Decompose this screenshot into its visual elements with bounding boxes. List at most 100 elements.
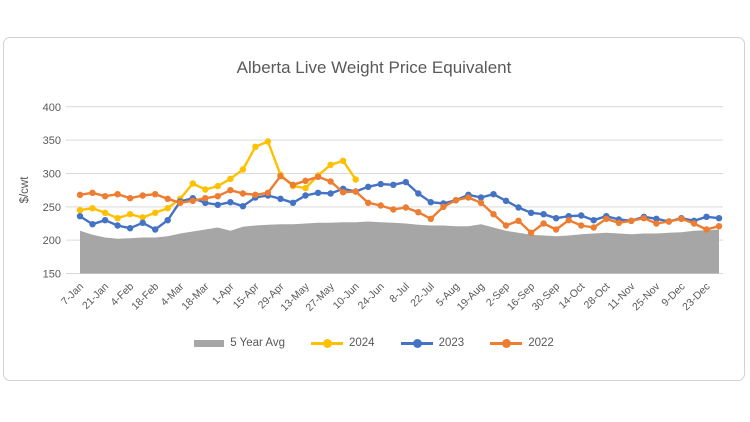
series-2022-marker [402,204,409,211]
series-2024-marker [339,157,347,164]
series-2023-marker [214,201,221,208]
x-axis-tick-label: 27-May [303,280,337,314]
y-axis-tick-label: 350 [43,135,61,147]
series-2024-marker [152,209,159,216]
series-2023-marker [402,178,409,186]
series-2023-marker [703,213,710,220]
series-2022-marker [640,215,648,222]
series-2022-swatch-icon [490,338,523,348]
series-2022-marker [703,226,710,233]
series-2022-marker [164,195,171,202]
series-2022-marker [690,220,698,227]
series-2023-marker [527,209,535,216]
series-2024-marker [89,205,96,212]
series-2022-marker [252,191,259,198]
series-2023-marker [101,217,109,224]
series-2022-marker [89,189,96,196]
series-2022-marker [715,223,723,230]
series-2022-marker [189,197,196,204]
series-2022-marker [552,226,560,233]
series-2024-marker [327,161,334,168]
x-axis-tick-label: 19-Aug [455,281,488,314]
x-axis-tick-label: 18-Mar [179,280,211,312]
series-2024-marker [164,205,171,212]
legend-label: 2024 [349,337,375,349]
series-2022-marker [427,215,434,222]
legend-label: 2023 [438,337,465,349]
series-2022-marker [126,195,134,202]
chart-container: Alberta Live Weight Price Equivalent 150… [3,37,745,381]
series-2023-marker [715,215,723,222]
series-2022-marker [314,173,322,180]
series-2022-marker [565,217,572,224]
x-axis-tick-label: 18-Feb [129,281,161,313]
series-2024-marker [214,182,221,190]
series-2023-marker [502,197,510,204]
series-2024-marker [252,143,259,150]
series-2022-marker [502,222,510,229]
series-2022-marker [440,203,447,210]
legend-label: 5 Year Avg [230,337,285,349]
x-axis-tick-label: 25-Nov [630,280,663,313]
x-axis-tick-label: 30-Sep [530,281,563,314]
series-2022-marker [665,218,673,225]
series-2024-marker [302,184,309,192]
series-2023-marker [515,204,522,211]
series-2023-marker [390,181,397,188]
series-2022-marker [615,219,622,226]
legend-item-5-year-avg: 5 Year Avg [194,337,285,349]
series-2024-marker [352,176,359,183]
x-axis-tick-label: 24-Jun [356,281,387,312]
price-line-chart: 150200250300350400$/cwt7-Jan21-Jan4-Feb1… [19,102,723,314]
y-axis-tick-label: 250 [43,202,61,214]
series-2024-marker [189,180,196,187]
legend-label: 2022 [528,337,554,349]
series-2022-marker [527,229,535,236]
series-2022-marker [678,215,685,222]
series-2022-marker [139,192,146,199]
series-2024-marker [202,186,209,193]
series-2024-marker [227,175,234,182]
y-axis-tick-label: 300 [43,168,61,180]
series-2023-marker [227,199,234,206]
series-2022-marker [390,206,397,213]
series-2022-marker [603,215,610,222]
series-2023-marker [164,217,171,224]
series-2022-marker [264,189,272,196]
series-2023-marker [365,183,372,190]
series-2023-marker [302,192,309,199]
x-axis-tick-label: 21-Jan [80,281,111,312]
series-2023-marker [427,199,434,206]
series-2023-marker [114,222,121,229]
series-2022-marker [114,191,121,198]
y-axis-tick-label: 400 [43,102,61,114]
series-2023-marker [377,180,384,188]
x-axis-tick-label: 22-Jul [408,281,437,310]
series-2023-swatch-icon [400,338,433,348]
series-2022-marker [377,202,384,209]
series-2023-marker [277,195,284,202]
series-2023-marker [314,189,322,196]
series-2022-marker [352,188,359,195]
x-axis-tick-label: 15-Apr [231,280,262,311]
series-2022-marker [452,197,460,204]
legend-item-2024: 2024 [311,337,375,349]
series-2022-marker [628,217,635,224]
series-2024-marker [101,209,109,216]
series-2022-marker [302,177,309,184]
chart-title: Alberta Live Weight Price Equivalent [236,58,512,77]
series-2022-marker [365,199,372,206]
series-2022-marker [152,191,159,198]
series-2022-marker [289,181,297,188]
series-2022-marker [515,217,522,224]
y-axis-title: $/cwt [19,176,31,204]
series-2023-marker [289,199,297,206]
series-2022-marker [540,220,547,227]
series-2023-marker [578,212,585,219]
series-2023-marker [76,213,84,220]
series-2022-line [79,174,720,235]
series-2023-marker [490,191,497,198]
series-2023-marker [540,211,547,218]
series-2024-marker [264,138,272,145]
series-2024-swatch-icon [311,338,343,348]
